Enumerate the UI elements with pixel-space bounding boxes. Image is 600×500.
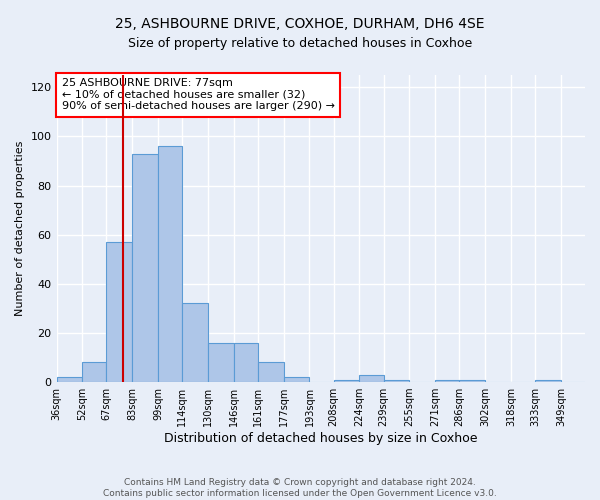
Text: 25 ASHBOURNE DRIVE: 77sqm
← 10% of detached houses are smaller (32)
90% of semi-: 25 ASHBOURNE DRIVE: 77sqm ← 10% of detac… <box>62 78 335 112</box>
X-axis label: Distribution of detached houses by size in Coxhoe: Distribution of detached houses by size … <box>164 432 478 445</box>
Bar <box>208 343 234 382</box>
Y-axis label: Number of detached properties: Number of detached properties <box>15 141 25 316</box>
Bar <box>132 154 158 382</box>
Bar <box>82 362 106 382</box>
Bar <box>334 380 359 382</box>
Text: Contains HM Land Registry data © Crown copyright and database right 2024.
Contai: Contains HM Land Registry data © Crown c… <box>103 478 497 498</box>
Bar <box>158 146 182 382</box>
Bar <box>435 380 460 382</box>
Bar <box>460 380 485 382</box>
Text: 25, ASHBOURNE DRIVE, COXHOE, DURHAM, DH6 4SE: 25, ASHBOURNE DRIVE, COXHOE, DURHAM, DH6… <box>115 18 485 32</box>
Bar <box>182 304 208 382</box>
Bar <box>56 377 82 382</box>
Bar <box>359 374 383 382</box>
Bar <box>535 380 561 382</box>
Bar <box>106 242 132 382</box>
Bar <box>234 343 258 382</box>
Bar <box>284 377 310 382</box>
Text: Size of property relative to detached houses in Coxhoe: Size of property relative to detached ho… <box>128 38 472 51</box>
Bar <box>258 362 284 382</box>
Bar <box>383 380 409 382</box>
